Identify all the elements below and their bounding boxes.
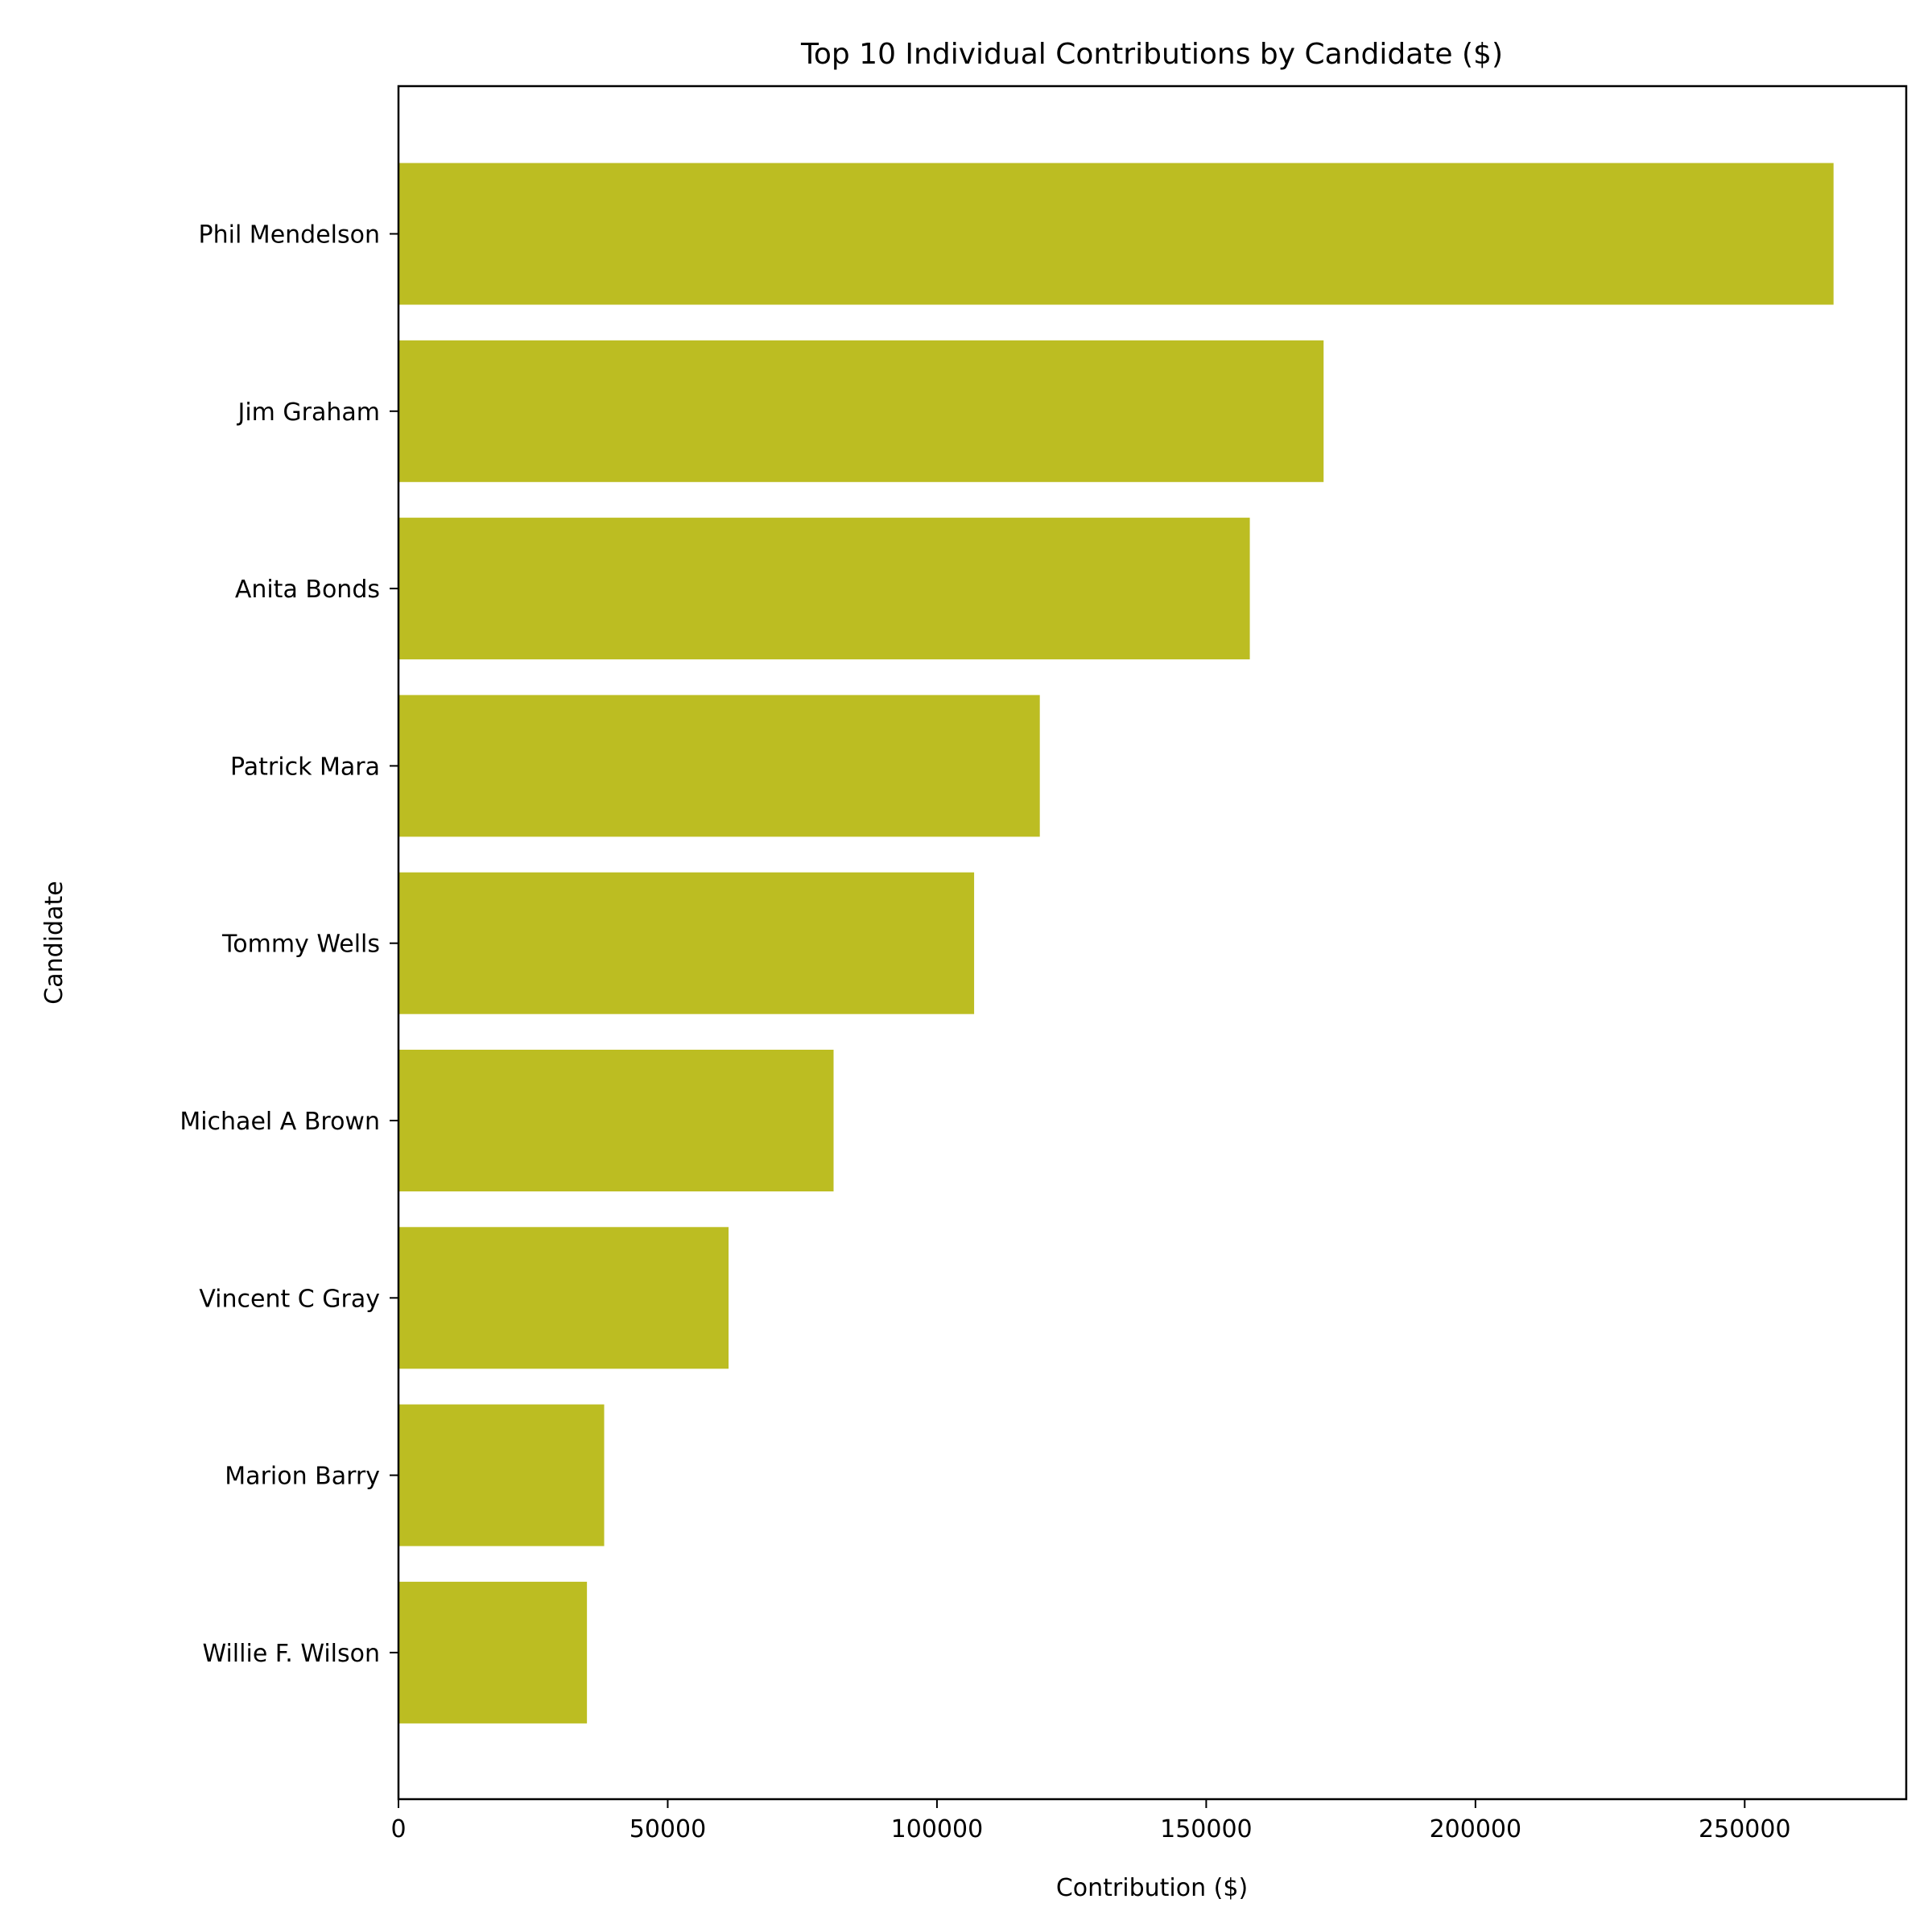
- chart-title: Top 10 Individual Contributions by Candi…: [800, 38, 1503, 71]
- y-tick-label: Tommy Wells: [221, 931, 380, 959]
- y-tick-label: Patrick Mara: [230, 753, 380, 781]
- y-tick-label: Michael A Brown: [180, 1108, 380, 1136]
- y-tick-label: Phil Mendelson: [199, 221, 381, 250]
- x-tick-label: 200000: [1430, 1815, 1522, 1843]
- bar-tommy-wells: [398, 872, 975, 1014]
- bar-willie-f-wilson: [398, 1581, 588, 1724]
- bar-marion-barry: [398, 1404, 605, 1546]
- y-tick-label: Jim Graham: [236, 398, 380, 427]
- y-tick-label: Marion Barry: [225, 1463, 380, 1491]
- x-tick-label: 150000: [1160, 1815, 1253, 1843]
- y-tick-label: Vincent C Gray: [199, 1285, 380, 1313]
- plot-area-frame: [397, 85, 1908, 1801]
- bar-vincent-c-gray: [398, 1227, 729, 1369]
- y-tick-label: Willie F. Wilson: [202, 1640, 380, 1668]
- bar-phil-mendelson: [398, 163, 1834, 305]
- bar-patrick-mara: [398, 695, 1040, 837]
- y-axis-label: Candidate: [40, 881, 68, 1004]
- bars-group: [398, 163, 1834, 1724]
- bar-jim-graham: [398, 340, 1324, 482]
- x-axis-label: Contribution ($): [1056, 1874, 1248, 1902]
- ticks-group: Phil Mendelson Jim Graham Anita Bonds Patri…: [180, 221, 1790, 1844]
- x-tick-label: 250000: [1699, 1815, 1791, 1843]
- y-tick-label: Anita Bonds: [235, 576, 380, 604]
- x-tick-label: 50000: [630, 1815, 706, 1843]
- x-tick-label: 100000: [891, 1815, 984, 1843]
- x-tick-label: 0: [390, 1815, 406, 1843]
- bar-anita-bonds: [398, 518, 1250, 660]
- bar-michael-a-brown: [398, 1050, 834, 1191]
